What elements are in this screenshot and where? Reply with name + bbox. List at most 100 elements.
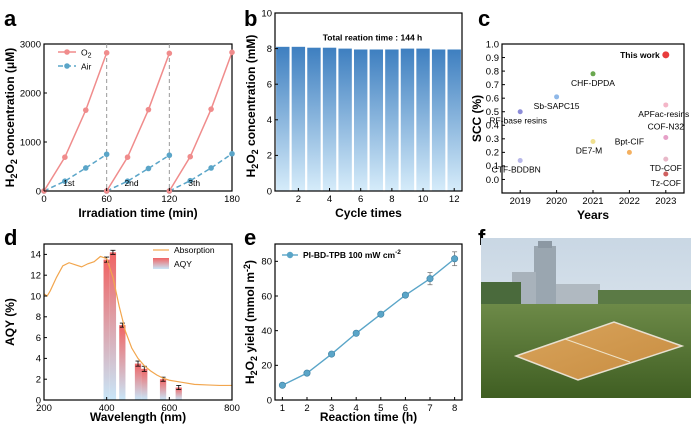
photo-tower	[534, 246, 556, 304]
point-label: TD-COF	[650, 163, 682, 173]
x-tick-label: 600	[161, 403, 177, 414]
bar	[141, 368, 148, 400]
photo-building-right	[556, 284, 600, 304]
y-tick-label: 4	[267, 115, 272, 126]
data-point	[590, 71, 596, 77]
series-line-o2	[168, 52, 233, 192]
data-point-air	[187, 177, 194, 184]
bar	[447, 49, 461, 191]
bar	[354, 49, 368, 191]
bar	[307, 47, 321, 192]
data-point	[626, 149, 632, 155]
x-tick-label: 4	[327, 194, 332, 205]
y-tick-label: 0	[36, 395, 41, 406]
y-tick-label: 8	[36, 312, 41, 323]
x-tick-label: 1	[280, 403, 285, 414]
data-point	[663, 102, 669, 108]
chart-annotation: Total reation time : 144 h	[323, 33, 423, 43]
legend-label-absorption: Absorption	[174, 245, 215, 255]
y-tick-label: 60	[261, 291, 272, 302]
data-point-air	[208, 165, 214, 171]
data-point	[662, 51, 670, 59]
x-tick-label: 7	[427, 403, 432, 414]
y-tick-label: 0.3	[486, 134, 499, 145]
x-tick-label: 3	[329, 403, 334, 414]
y-tick-label: 0.8	[486, 66, 499, 77]
point-label: APFac-resins	[638, 109, 689, 119]
y-axis-label: AQY (%)	[3, 298, 17, 346]
bar	[369, 49, 383, 191]
y-tick-label: 4	[36, 354, 41, 365]
x-tick-label: 180	[224, 194, 240, 205]
y-tick-label: 2	[267, 151, 272, 162]
bar	[338, 48, 352, 191]
data-point-o2	[166, 50, 173, 57]
plot-frame	[43, 43, 233, 192]
legend-marker-o2	[64, 49, 70, 55]
data-point-o2	[187, 153, 194, 160]
data-point-air	[62, 178, 68, 184]
bar	[109, 252, 117, 400]
bar	[291, 46, 306, 191]
photo-panel-f	[481, 238, 691, 398]
point-label: CTF-BDDBN	[492, 164, 541, 174]
photo-trees-right	[598, 290, 691, 306]
x-tick-label: 2022	[619, 196, 640, 207]
data-point-air	[166, 152, 173, 159]
panel-letter-c: c	[478, 6, 490, 31]
y-tick-label: 1000	[20, 137, 41, 148]
chart-panel-b: Total reation time : 144 h 2 4 6 8 10 12 0 2 4 6 8 1…	[244, 8, 463, 220]
y-tick-label: 1.0	[486, 39, 499, 50]
y-tick-label: 6	[36, 333, 41, 344]
x-tick-label: 2023	[655, 196, 676, 207]
point-label: RF-base resins	[489, 116, 547, 126]
plot-frame	[43, 243, 233, 401]
data-point	[451, 255, 459, 263]
bar	[119, 325, 126, 400]
data-point	[590, 139, 596, 145]
legend-label-o2: O2	[81, 48, 92, 60]
bar	[134, 363, 142, 400]
x-tick-label: 120	[161, 194, 177, 205]
y-tick-label: 0.2	[486, 148, 499, 159]
y-tick-label: 0.6	[486, 93, 499, 104]
legend-label-aqy: AQY	[174, 259, 192, 269]
panel-letter-f: f	[478, 225, 486, 250]
data-point	[663, 156, 669, 162]
point-label: COF-N32	[648, 121, 685, 131]
data-point-air	[124, 178, 131, 184]
y-tick-label: 0.0	[486, 175, 499, 186]
point-label: Sb-SAPC15	[534, 101, 580, 111]
data-point-air	[229, 150, 235, 157]
data-point	[554, 94, 560, 100]
cycle-label: 2nd	[124, 178, 138, 188]
series-line-o2	[43, 52, 108, 192]
cycle-label: 3th	[188, 178, 200, 188]
y-tick-label: 0.4	[486, 121, 499, 132]
x-axis-label: Reaction time (h)	[320, 410, 417, 424]
data-point	[517, 109, 523, 115]
data-point	[352, 329, 360, 337]
photo-trees-left	[481, 282, 521, 306]
y-tick-label: 2	[36, 375, 41, 386]
y-axis-label: SCC (%)	[470, 95, 484, 142]
x-tick-label: 6	[358, 194, 363, 205]
chart-panel-a: 1st 2nd 3th 0 60 120 180 0 1000 2000 3000 Irradiati…	[3, 39, 240, 220]
x-tick-label: 12	[449, 194, 460, 205]
y-tick-label: 0.5	[486, 107, 499, 118]
x-tick-label: 10	[418, 194, 429, 205]
data-point	[426, 275, 434, 283]
data-point-o2	[124, 154, 131, 160]
y-tick-label: 0	[267, 186, 272, 197]
data-point-o2	[208, 106, 214, 112]
y-tick-label: 40	[261, 326, 272, 337]
x-tick-label: 2	[304, 403, 309, 414]
x-tick-label: 2	[296, 194, 301, 205]
data-point	[663, 171, 669, 177]
x-axis-label: Wavelength (nm)	[90, 410, 186, 424]
bar	[400, 48, 415, 191]
bar	[416, 48, 430, 191]
y-tick-label: 6	[267, 80, 272, 91]
series-line-o2	[106, 53, 171, 192]
